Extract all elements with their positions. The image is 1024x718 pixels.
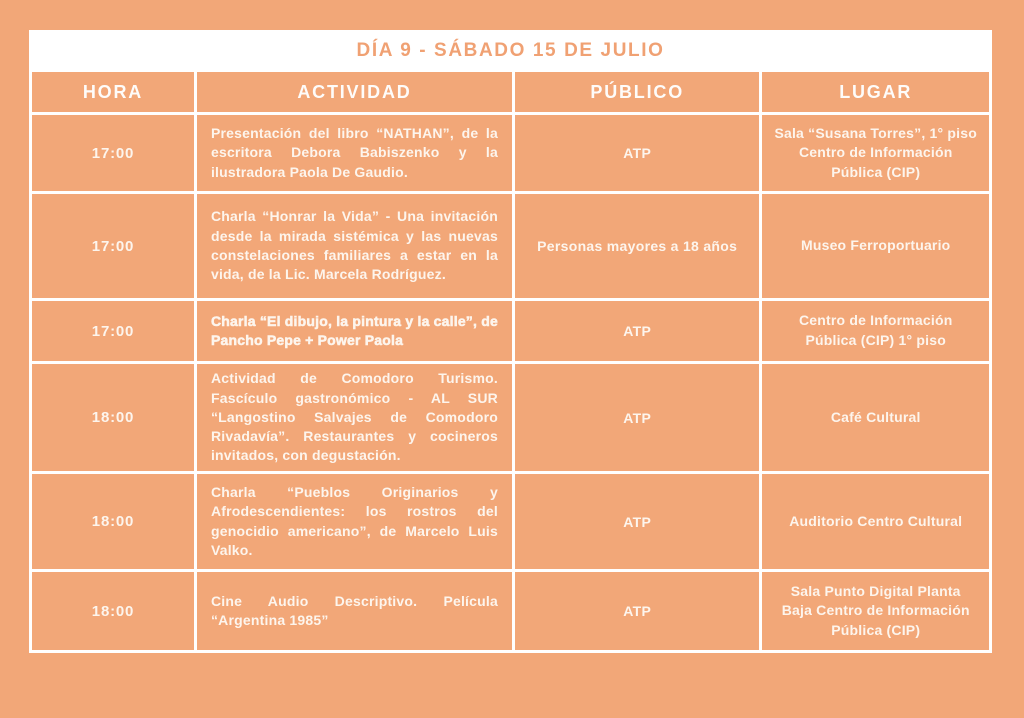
- column-header-hora: HORA: [32, 72, 194, 112]
- hora-cell: 18:00: [32, 364, 194, 471]
- hora-cell: 17:00: [32, 194, 194, 298]
- page-title: DÍA 9 - SÁBADO 15 DE JULIO: [32, 33, 989, 69]
- lugar-cell: Sala “Susana Torres”, 1° piso Centro de …: [762, 115, 989, 191]
- publico-cell: Personas mayores a 18 años: [514, 194, 760, 298]
- actividad-cell: Actividad de Comodoro Turismo. Fascículo…: [196, 364, 512, 471]
- hora-cell: 18:00: [32, 572, 194, 650]
- lugar-cell: Centro de Información Pública (CIP) 1° p…: [762, 301, 989, 361]
- hora-cell: 18:00: [32, 474, 194, 569]
- publico-cell: ATP: [514, 301, 760, 361]
- publico-cell: ATP: [514, 115, 760, 191]
- column-header-lugar: LUGAR: [762, 72, 989, 112]
- publico-cell: ATP: [514, 572, 760, 650]
- hora-cell: 17:00: [32, 115, 194, 191]
- actividad-cell: Cine Audio Descriptivo. Película “Argent…: [196, 572, 512, 650]
- column-header-publico: PÚBLICO: [514, 72, 760, 112]
- column-header-actividad: ACTIVIDAD: [196, 72, 512, 112]
- lugar-cell: Museo Ferroportuario: [762, 194, 989, 298]
- lugar-cell: Auditorio Centro Cultural: [762, 474, 989, 569]
- actividad-cell: Presentación del libro “NATHAN”, de la e…: [196, 115, 512, 191]
- publico-cell: ATP: [514, 364, 760, 471]
- lugar-cell: Café Cultural: [762, 364, 989, 471]
- actividad-cell: Charla “El dibujo, la pintura y la calle…: [196, 301, 512, 361]
- schedule-table: DÍA 9 - SÁBADO 15 DE JULIO HORA ACTIVIDA…: [29, 30, 992, 653]
- hora-cell: 17:00: [32, 301, 194, 361]
- actividad-cell: Charla “Honrar la Vida” - Una invitación…: [196, 194, 512, 298]
- lugar-cell: Sala Punto Digital Planta Baja Centro de…: [762, 572, 989, 650]
- publico-cell: ATP: [514, 474, 760, 569]
- actividad-cell: Charla “Pueblos Originarios y Afrodescen…: [196, 474, 512, 569]
